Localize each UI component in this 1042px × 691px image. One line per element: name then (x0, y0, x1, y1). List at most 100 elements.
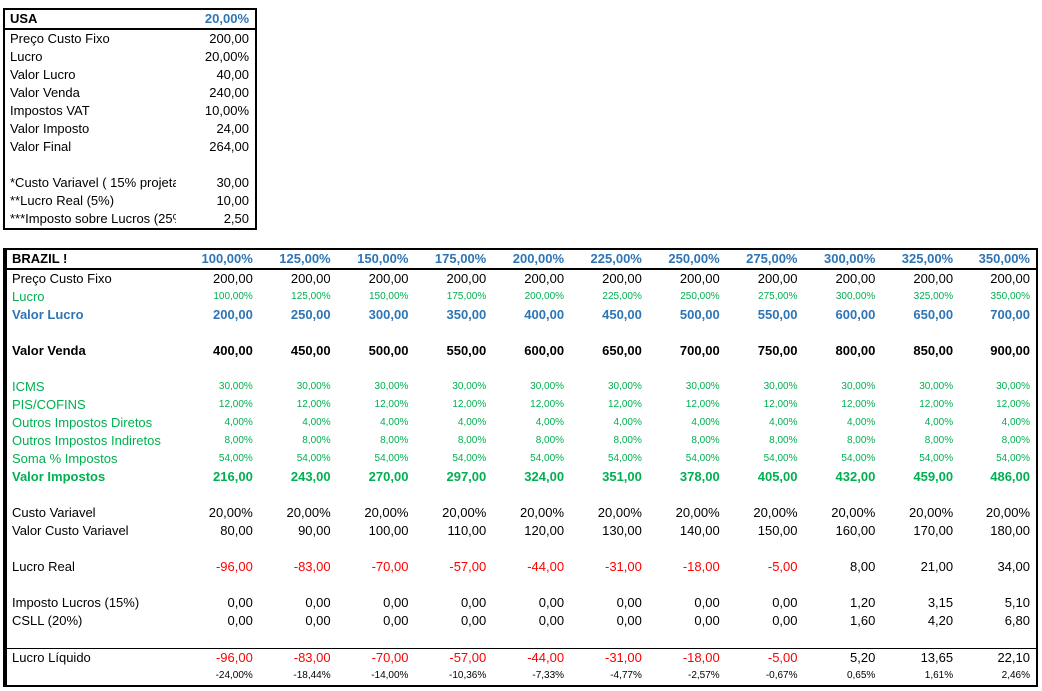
value-cell[interactable]: 170,00 (913, 523, 954, 538)
row-value-cell[interactable]: 30,00 (216, 175, 249, 190)
usa-title-cell[interactable]: USA (4, 9, 176, 30)
value-cell[interactable]: 550,00 (757, 307, 798, 322)
value-cell[interactable]: 350,00% (990, 291, 1030, 302)
value-cell[interactable]: 8,00% (224, 435, 253, 446)
value-cell[interactable] (259, 576, 337, 594)
value-cell[interactable]: 54,00% (530, 453, 565, 464)
value-cell[interactable]: 650,00 (602, 343, 642, 358)
value-cell[interactable] (570, 540, 648, 558)
value-cell[interactable]: 120,00 (524, 523, 565, 538)
value-cell[interactable]: 12,00% (685, 399, 720, 410)
value-cell[interactable]: -0,67% (765, 670, 798, 681)
value-cell[interactable]: 8,00% (380, 435, 409, 446)
value-cell[interactable]: 350,00 (446, 307, 487, 322)
value-cell[interactable] (337, 486, 415, 504)
value-cell[interactable] (648, 360, 726, 378)
value-cell[interactable]: 200,00 (213, 307, 253, 322)
row-label-cell[interactable]: Outros Impostos Diretos (12, 415, 153, 430)
value-cell[interactable]: 8,00 (850, 559, 876, 574)
value-cell[interactable]: -2,57% (688, 670, 720, 681)
row-label-cell[interactable]: Valor Imposto (10, 121, 90, 136)
value-cell[interactable]: 13,65 (881, 648, 960, 667)
value-cell[interactable]: -18,00 (647, 648, 726, 667)
value-cell[interactable]: 54,00% (218, 453, 253, 464)
value-cell[interactable]: -57,00 (449, 559, 487, 574)
value-cell[interactable]: 30,00% (218, 381, 253, 392)
value-cell[interactable]: 4,00% (224, 417, 253, 428)
value-cell[interactable]: 378,00 (679, 469, 720, 484)
value-cell[interactable]: 12,00% (996, 399, 1030, 410)
value-cell[interactable]: 297,00 (446, 469, 487, 484)
value-cell[interactable] (959, 576, 1037, 594)
value-cell[interactable]: -44,00 (527, 559, 565, 574)
value-cell[interactable] (726, 486, 804, 504)
value-cell[interactable]: 20,00% (675, 505, 720, 520)
value-cell[interactable]: 400,00 (213, 343, 253, 358)
value-cell[interactable]: 20,00% (286, 505, 331, 520)
value-cell[interactable]: 54,00% (685, 453, 720, 464)
value-cell[interactable] (492, 576, 570, 594)
value-cell[interactable]: 216,00 (213, 469, 253, 484)
value-cell[interactable]: 30,00% (374, 381, 409, 392)
value-cell[interactable]: -83,00 (258, 648, 337, 667)
value-cell[interactable]: 225,00% (602, 291, 642, 302)
value-cell[interactable]: -31,00 (605, 559, 642, 574)
value-cell[interactable]: 8,00% (846, 435, 876, 446)
value-cell[interactable]: 200,00 (679, 271, 720, 286)
value-cell[interactable]: 200,00 (290, 271, 331, 286)
value-cell[interactable] (337, 576, 415, 594)
row-value-cell[interactable]: 264,00 (209, 139, 249, 154)
value-cell[interactable] (259, 630, 337, 649)
value-cell[interactable]: 34,00 (997, 559, 1030, 574)
value-cell[interactable]: 20,00% (985, 505, 1030, 520)
value-cell[interactable] (181, 630, 259, 649)
row-label-cell[interactable]: Valor Lucro (12, 307, 84, 322)
value-cell[interactable]: 30,00% (452, 381, 487, 392)
value-cell[interactable] (959, 630, 1037, 649)
row-label-cell[interactable]: Valor Venda (12, 343, 86, 358)
value-cell[interactable]: 200,00 (524, 271, 565, 286)
value-cell[interactable]: 30,00% (530, 381, 565, 392)
value-cell[interactable]: 21,00 (920, 559, 954, 574)
value-cell[interactable]: 30,00% (607, 381, 642, 392)
value-cell[interactable]: -96,00 (181, 648, 259, 667)
value-cell[interactable]: 20,00% (909, 505, 954, 520)
value-cell[interactable]: 850,00 (913, 343, 954, 358)
value-cell[interactable]: 140,00 (679, 523, 720, 538)
value-cell[interactable]: 12,00% (374, 399, 409, 410)
column-header-cell[interactable]: 300,00% (803, 249, 882, 270)
value-cell[interactable]: -5,00 (725, 648, 804, 667)
value-cell[interactable] (648, 630, 726, 649)
value-cell[interactable]: 450,00 (290, 343, 331, 358)
value-cell[interactable] (570, 486, 648, 504)
value-cell[interactable]: 150,00 (757, 523, 798, 538)
value-cell[interactable]: 20,00% (442, 505, 487, 520)
row-label-cell[interactable] (5, 576, 181, 594)
value-cell[interactable] (259, 486, 337, 504)
value-cell[interactable]: 0,00 (227, 613, 253, 628)
row-value-cell[interactable]: 2,50 (223, 211, 249, 226)
value-cell[interactable]: 12,00% (841, 399, 876, 410)
value-cell[interactable]: -18,44% (293, 670, 331, 681)
value-cell[interactable] (726, 630, 804, 649)
value-cell[interactable]: 900,00 (990, 343, 1030, 358)
value-cell[interactable]: 30,00% (919, 381, 954, 392)
value-cell[interactable]: 459,00 (913, 469, 954, 484)
value-cell[interactable] (804, 324, 882, 342)
value-cell[interactable] (648, 576, 726, 594)
value-cell[interactable]: 0,00 (694, 613, 720, 628)
value-cell[interactable]: 20,00% (753, 505, 798, 520)
column-header-cell[interactable]: 325,00% (881, 249, 960, 270)
value-cell[interactable]: 20,00% (208, 505, 253, 520)
value-cell[interactable]: 8,00% (457, 435, 487, 446)
value-cell[interactable]: 500,00 (679, 307, 720, 322)
value-cell[interactable]: -24,00% (215, 670, 253, 681)
value-cell[interactable]: 180,00 (990, 523, 1030, 538)
value-cell[interactable] (570, 630, 648, 649)
value-cell[interactable] (881, 540, 959, 558)
value-cell[interactable]: 0,00 (538, 613, 565, 628)
value-cell[interactable]: 700,00 (990, 307, 1030, 322)
value-cell[interactable]: 351,00 (602, 469, 642, 484)
value-cell[interactable]: 0,00 (694, 595, 720, 610)
value-cell[interactable]: 20,00% (597, 505, 642, 520)
